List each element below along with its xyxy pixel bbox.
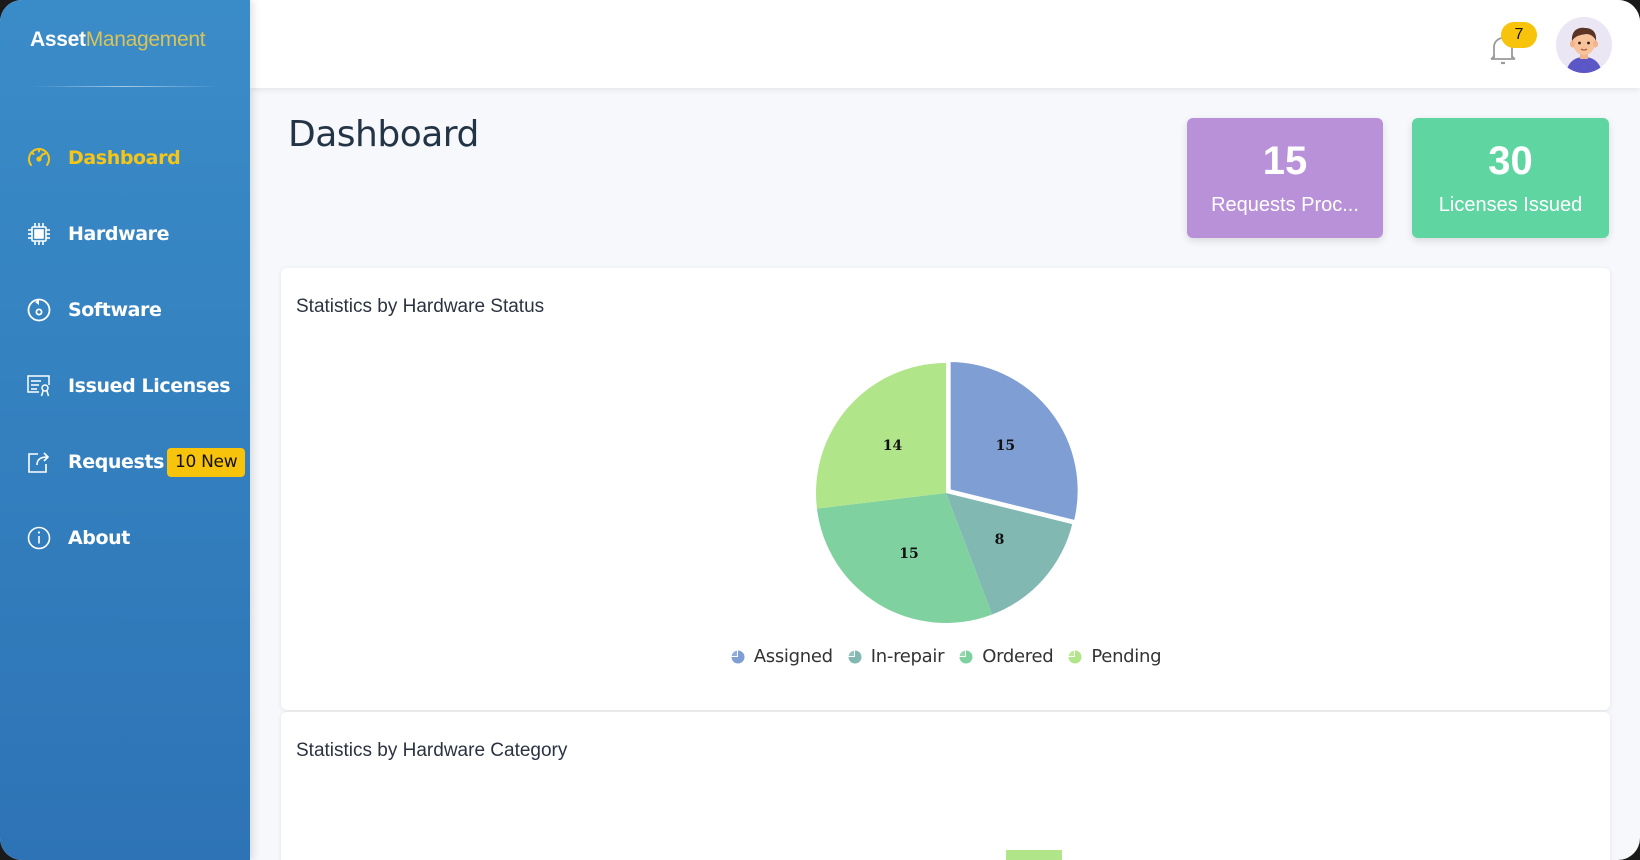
- user-avatar[interactable]: [1556, 17, 1612, 73]
- legend-item-assigned[interactable]: Assigned: [730, 646, 833, 667]
- legend-item-pending[interactable]: Pending: [1067, 646, 1162, 667]
- sidebar-item-label: Hardware: [68, 223, 170, 245]
- brand-primary: Asset: [30, 28, 86, 51]
- sidebar-item-issued-licenses[interactable]: Issued Licenses: [0, 348, 250, 424]
- stat-card-licenses-issued[interactable]: 30 Licenses Issued: [1412, 118, 1609, 238]
- sidebar-item-hardware[interactable]: Hardware: [0, 196, 250, 272]
- hardware-status-pie-chart[interactable]: 15 8 15 14: [801, 348, 1091, 638]
- certificate-icon: [26, 373, 52, 399]
- legend-label: In-repair: [870, 646, 945, 667]
- speedometer-icon: [26, 145, 52, 171]
- chart-bar[interactable]: [1006, 850, 1062, 860]
- top-bar: 7: [250, 0, 1640, 88]
- share-icon: [26, 449, 52, 475]
- brand-logo: AssetManagement: [30, 28, 206, 52]
- sidebar-item-label: About: [68, 527, 130, 549]
- chip-icon: [26, 221, 52, 247]
- stat-caption: Licenses Issued: [1438, 194, 1583, 216]
- hardware-status-panel: Statistics by Hardware Status 15 8 15 14 As…: [281, 268, 1610, 710]
- sidebar-item-requests[interactable]: Requests 10 New: [0, 424, 250, 500]
- pie-slice-value: 15: [995, 438, 1016, 455]
- pie-slice-ordered[interactable]: [816, 493, 993, 623]
- stat-caption: Requests Proc...: [1211, 194, 1359, 216]
- legend-item-in-repair[interactable]: In-repair: [847, 646, 945, 667]
- chart-legend: Assigned In-repair Ordered Pending: [281, 646, 1610, 667]
- sidebar-item-label: Requests: [68, 451, 165, 473]
- pie-marker-icon: [959, 650, 973, 663]
- brand-secondary: Management: [85, 28, 206, 51]
- sidebar-nav: Dashboard Hardware: [0, 120, 250, 576]
- pie-slice-value: 14: [882, 437, 903, 454]
- sidebar-item-software[interactable]: Software: [0, 272, 250, 348]
- legend-label: Ordered: [982, 646, 1054, 667]
- sidebar: AssetManagement Dashboard: [0, 0, 250, 860]
- notification-badge: 7: [1501, 22, 1537, 48]
- stat-value: 15: [1262, 139, 1308, 183]
- pie-slice-assigned[interactable]: [947, 359, 1081, 524]
- info-icon: [26, 525, 52, 551]
- pie-marker-icon: [731, 650, 745, 663]
- legend-label: Pending: [1091, 646, 1162, 667]
- page-title: Dashboard: [288, 114, 479, 155]
- legend-item-ordered[interactable]: Ordered: [958, 646, 1054, 667]
- pie-slice-value: 15: [899, 546, 919, 563]
- panel-title: Statistics by Hardware Status: [296, 296, 545, 317]
- pie-marker-icon: [848, 650, 862, 663]
- new-requests-badge: 10 New: [167, 448, 246, 477]
- panel-title: Statistics by Hardware Category: [296, 740, 568, 761]
- sidebar-item-label: Software: [68, 299, 162, 321]
- pie-slice-pending[interactable]: [816, 363, 946, 509]
- pie-slice-in-repair[interactable]: [946, 493, 1073, 615]
- sidebar-item-about[interactable]: About: [0, 500, 250, 576]
- legend-label: Assigned: [753, 646, 833, 667]
- hardware-category-panel: Statistics by Hardware Category: [281, 712, 1610, 860]
- pie-slice-value: 8: [994, 532, 1005, 549]
- disc-icon: [26, 297, 52, 323]
- pie-marker-icon: [1068, 650, 1082, 663]
- stat-card-requests-processed[interactable]: 15 Requests Proc...: [1187, 118, 1383, 238]
- sidebar-item-label: Issued Licenses: [68, 375, 231, 397]
- brand-divider: [30, 86, 220, 87]
- stat-value: 30: [1488, 139, 1533, 183]
- sidebar-item-dashboard[interactable]: Dashboard: [0, 120, 250, 196]
- sidebar-item-label: Dashboard: [68, 147, 181, 169]
